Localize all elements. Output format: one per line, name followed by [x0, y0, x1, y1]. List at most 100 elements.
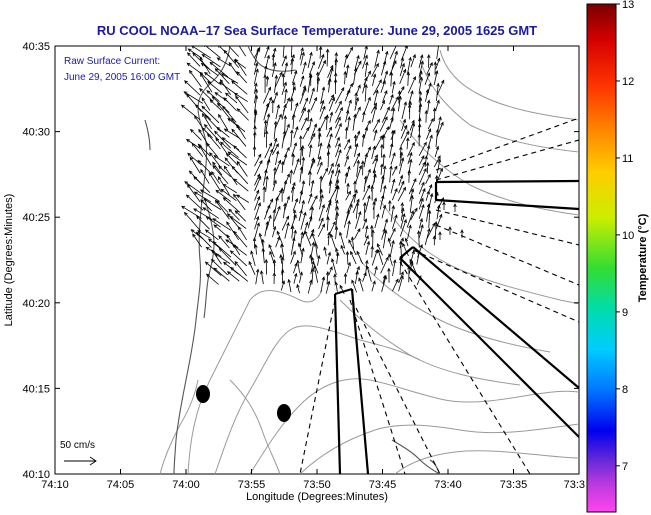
current-vector-head — [327, 143, 331, 148]
current-vector-head — [231, 80, 236, 85]
current-vector-head — [257, 175, 262, 180]
current-vector — [254, 222, 260, 239]
current-vector-head — [293, 142, 297, 147]
current-vector-head — [374, 157, 379, 162]
current-vector — [327, 144, 330, 156]
current-vector — [389, 94, 394, 105]
current-vector — [191, 143, 204, 158]
current-vector-head — [426, 72, 431, 77]
current-vector — [212, 96, 230, 113]
current-vector-head — [321, 203, 325, 209]
current-vector-head — [225, 152, 230, 157]
current-vector — [389, 166, 392, 183]
current-vector-head — [426, 190, 430, 195]
current-vector — [283, 180, 287, 194]
current-vector — [317, 143, 322, 159]
current-vector-head — [394, 187, 398, 192]
current-vector — [232, 244, 248, 256]
current-vector — [288, 279, 292, 293]
current-vector-head — [212, 161, 216, 166]
current-vector-head — [329, 266, 333, 271]
current-vector-head — [320, 194, 324, 199]
current-vector — [231, 129, 247, 147]
current-vector — [402, 243, 409, 257]
current-vector — [234, 92, 248, 103]
current-vector-head — [390, 116, 394, 121]
current-vector-head — [231, 117, 235, 122]
current-vector — [201, 63, 219, 76]
transect-lines-dashed — [299, 117, 579, 474]
current-vector-head — [391, 239, 395, 244]
current-vector — [363, 202, 366, 221]
current-vector — [290, 98, 293, 111]
current-vector — [202, 113, 213, 130]
current-vector-head — [427, 99, 431, 104]
current-vector-head — [281, 160, 285, 165]
current-vector — [435, 58, 440, 70]
current-vector — [336, 252, 339, 264]
current-vector-head — [191, 142, 196, 147]
current-vector — [424, 228, 430, 246]
current-vector-head — [372, 145, 376, 150]
current-vector-head — [264, 169, 268, 174]
current-vector-head — [326, 216, 330, 221]
current-vector-head — [424, 109, 429, 114]
current-vector — [281, 216, 289, 231]
current-vector-head — [308, 170, 312, 175]
current-vector-head — [234, 260, 239, 265]
current-vector — [326, 49, 329, 67]
current-vector-head — [430, 117, 434, 122]
current-vector-head — [209, 99, 214, 104]
current-vector — [284, 89, 287, 104]
current-vector — [272, 209, 275, 228]
current-vector — [274, 75, 277, 94]
current-vector-head — [252, 145, 257, 150]
current-vector — [364, 226, 368, 238]
current-vector-head — [299, 209, 303, 214]
current-vector-head — [220, 141, 224, 146]
current-vector-head — [453, 203, 457, 208]
current-vector — [398, 86, 405, 96]
current-vector — [201, 54, 221, 68]
current-vector — [424, 72, 430, 85]
current-vector-head — [353, 67, 358, 72]
current-vector — [281, 161, 284, 174]
current-vector — [289, 86, 296, 102]
current-vector — [201, 106, 220, 124]
current-vector — [346, 262, 351, 274]
current-vector-head — [223, 49, 228, 54]
current-vector — [307, 193, 312, 204]
current-vector-head — [354, 189, 358, 194]
current-vector-head — [411, 122, 416, 127]
current-vector — [400, 57, 404, 69]
current-vector — [208, 172, 222, 193]
current-vector-head — [228, 61, 233, 66]
current-vector — [236, 124, 246, 140]
current-vector-head — [382, 134, 386, 138]
current-vector — [254, 190, 259, 201]
current-vector-head — [330, 233, 334, 238]
current-vector-head — [183, 91, 188, 95]
current-vector-head — [201, 127, 206, 132]
current-vector — [223, 50, 240, 69]
current-vector-head — [309, 51, 313, 56]
current-vector — [220, 79, 231, 95]
colorbar-tick-label: 12 — [622, 76, 634, 88]
current-vector — [372, 198, 377, 210]
current-vector-head — [380, 143, 384, 148]
current-vector — [397, 96, 401, 112]
current-vector — [300, 52, 305, 66]
current-vector — [418, 155, 425, 166]
current-vector-head — [302, 107, 306, 112]
current-vector — [372, 79, 382, 96]
current-vector-head — [328, 198, 332, 203]
current-vector — [274, 160, 281, 176]
current-vector-head — [425, 88, 430, 93]
current-vector — [227, 271, 240, 282]
current-vector-head — [303, 61, 307, 66]
current-vector-head — [260, 270, 264, 275]
current-vector — [225, 92, 238, 104]
transect-lines-solid — [333, 179, 579, 474]
current-vector — [218, 114, 229, 131]
current-vector — [207, 81, 222, 94]
